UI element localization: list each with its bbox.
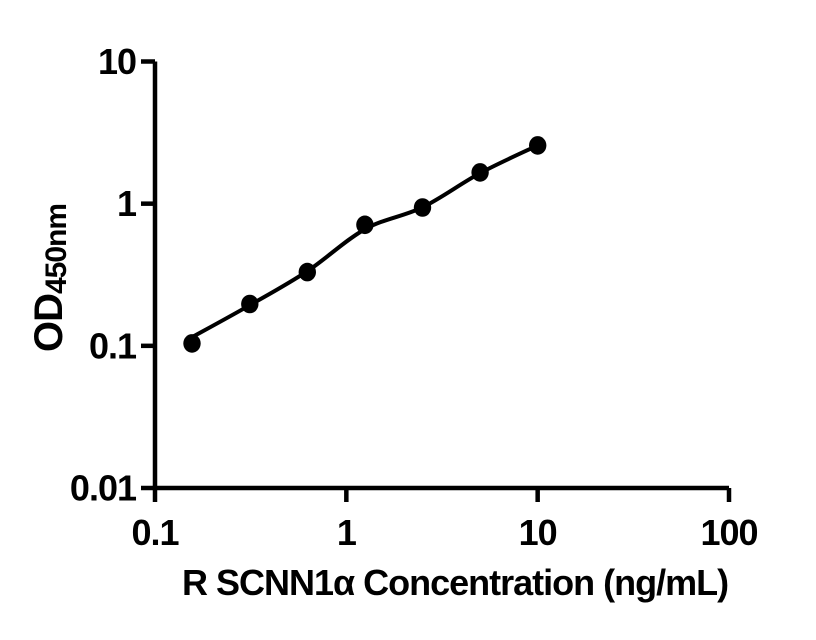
x-axis-tick-label: 10 xyxy=(519,512,557,553)
x-axis-tick-label: 1 xyxy=(337,512,357,553)
data-point-marker xyxy=(183,334,201,353)
y-axis-tick-label: 0.1 xyxy=(89,325,137,366)
data-series xyxy=(183,136,547,353)
x-axis-tick-label: 100 xyxy=(700,512,757,553)
data-point-marker xyxy=(471,163,489,182)
data-point-marker xyxy=(356,215,374,235)
y-axis-tick-label: 10 xyxy=(98,41,136,82)
data-point-marker xyxy=(298,262,316,282)
x-axis-title: R SCNN1α Concentration (ng/mL) xyxy=(182,562,728,603)
y-axis-title-subscript: 450nm xyxy=(40,204,73,294)
data-point-marker xyxy=(241,294,259,314)
y-axis-title-main: OD xyxy=(27,294,71,352)
y-axis-tick-label: 1 xyxy=(117,183,137,224)
y-axis-title: OD450nm xyxy=(27,204,73,352)
x-axis-tick-label: 0.1 xyxy=(131,512,179,553)
data-point-marker xyxy=(529,136,547,155)
data-point-marker xyxy=(413,198,432,217)
y-axis-tick-label: 0.01 xyxy=(70,468,137,509)
